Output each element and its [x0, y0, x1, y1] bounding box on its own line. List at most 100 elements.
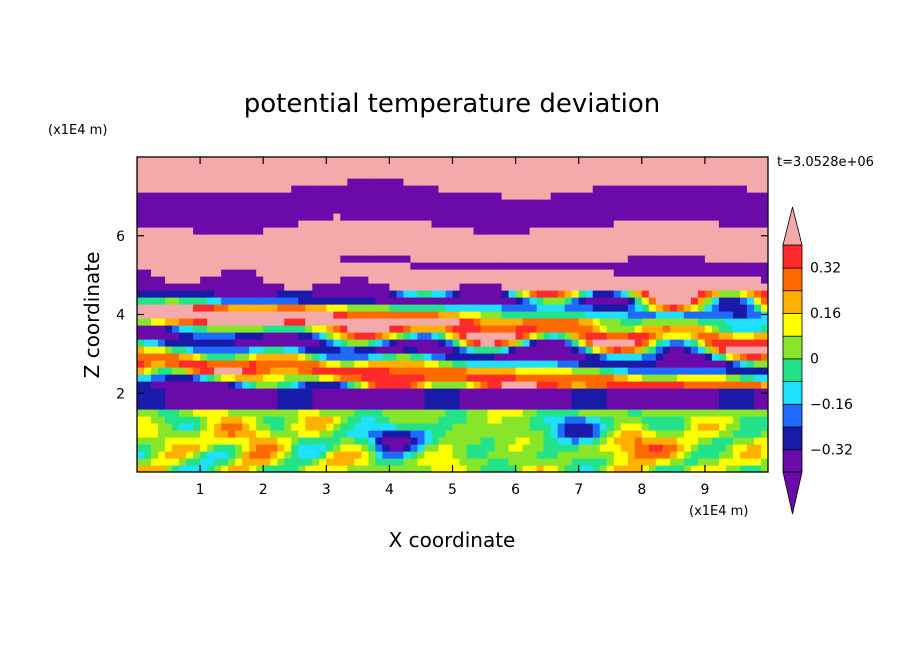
- contour-cell: [739, 465, 748, 472]
- contour-cell: [704, 241, 713, 249]
- contour-cell: [683, 248, 692, 256]
- contour-cell: [732, 367, 741, 375]
- contour-cell: [662, 276, 671, 284]
- x-tick-label: 6: [511, 482, 520, 498]
- contour-cell: [711, 451, 720, 459]
- contour-cell: [207, 346, 215, 354]
- contour-cell: [529, 339, 538, 347]
- contour-cell: [592, 353, 601, 361]
- contour-cell: [746, 395, 755, 403]
- contour-cell: [305, 458, 313, 466]
- contour-cell: [200, 171, 208, 179]
- contour-cell: [501, 353, 510, 361]
- contour-cell: [305, 367, 313, 375]
- contour-cell: [662, 367, 671, 375]
- contour-cell: [655, 402, 664, 410]
- contour-cell: [501, 388, 510, 396]
- contour-cell: [683, 234, 692, 242]
- contour-cell: [515, 220, 524, 228]
- contour-cell: [389, 157, 398, 165]
- contour-cell: [312, 241, 320, 249]
- contour-cell: [557, 325, 566, 333]
- contour-cell: [683, 185, 692, 193]
- contour-cell: [655, 465, 664, 472]
- contour-cell: [151, 227, 159, 235]
- contour-cell: [585, 206, 594, 214]
- contour-cell: [158, 171, 166, 179]
- contour-cell: [214, 171, 222, 179]
- contour-cell: [599, 248, 608, 256]
- contour-cell: [403, 311, 412, 319]
- contour-cell: [221, 192, 229, 200]
- contour-cell: [550, 227, 559, 235]
- contour-cell: [466, 220, 475, 228]
- contour-cell: [522, 192, 531, 200]
- contour-cell: [683, 367, 692, 375]
- contour-cell: [249, 304, 257, 312]
- contour-cell: [697, 332, 706, 340]
- contour-cell: [256, 297, 264, 305]
- contour-cell: [634, 255, 643, 263]
- contour-cell: [354, 332, 362, 340]
- contour-cell: [207, 157, 215, 165]
- contour-cell: [487, 157, 496, 165]
- contour-cell: [368, 458, 376, 466]
- contour-cell: [326, 458, 334, 466]
- contour-cell: [340, 395, 348, 403]
- contour-cell: [683, 262, 692, 270]
- contour-cell: [200, 241, 208, 249]
- contour-cell: [676, 318, 685, 326]
- contour-cell: [242, 255, 250, 263]
- contour-cell: [382, 416, 390, 424]
- contour-cell: [704, 213, 713, 221]
- contour-cell: [249, 283, 257, 291]
- contour-cell: [543, 171, 552, 179]
- contour-cell: [263, 206, 271, 214]
- contour-cell: [529, 416, 538, 424]
- contour-cell: [200, 437, 208, 445]
- contour-cell: [144, 248, 152, 256]
- contour-cell: [571, 213, 580, 221]
- contour-cell: [627, 262, 636, 270]
- contour-cell: [508, 409, 517, 417]
- contour-cell: [690, 185, 699, 193]
- contour-cell: [354, 234, 362, 242]
- contour-cell: [403, 269, 412, 277]
- contour-cell: [718, 332, 727, 340]
- contour-cell: [361, 318, 369, 326]
- contour-cell: [319, 360, 327, 368]
- contour-cell: [473, 430, 482, 438]
- contour-cell: [438, 360, 447, 368]
- contour-cell: [746, 430, 755, 438]
- contour-cell: [571, 458, 580, 466]
- contour-cell: [466, 192, 475, 200]
- contour-cell: [410, 269, 419, 277]
- contour-cell: [396, 395, 405, 403]
- contour-cell: [522, 206, 531, 214]
- contour-cell: [165, 409, 173, 417]
- contour-cell: [354, 346, 362, 354]
- contour-cell: [732, 157, 741, 165]
- contour-cell: [599, 332, 608, 340]
- contour-cell: [606, 360, 615, 368]
- contour-cell: [179, 402, 187, 410]
- contour-cell: [354, 360, 362, 368]
- contour-cell: [592, 276, 601, 284]
- contour-cell: [662, 402, 671, 410]
- contour-cell: [235, 269, 243, 277]
- contour-cell: [480, 227, 489, 235]
- contour-cell: [291, 451, 299, 459]
- contour-cell: [550, 157, 559, 165]
- contour-cell: [172, 304, 180, 312]
- contour-cell: [690, 339, 699, 347]
- contour-cell: [543, 157, 552, 165]
- contour-cell: [396, 409, 405, 417]
- contour-cell: [662, 451, 671, 459]
- contour-cell: [396, 262, 405, 270]
- contour-cell: [690, 416, 699, 424]
- contour-cell: [431, 339, 440, 347]
- contour-cell: [690, 360, 699, 368]
- contour-cell: [634, 171, 643, 179]
- contour-cell: [256, 318, 264, 326]
- contour-cell: [424, 437, 433, 445]
